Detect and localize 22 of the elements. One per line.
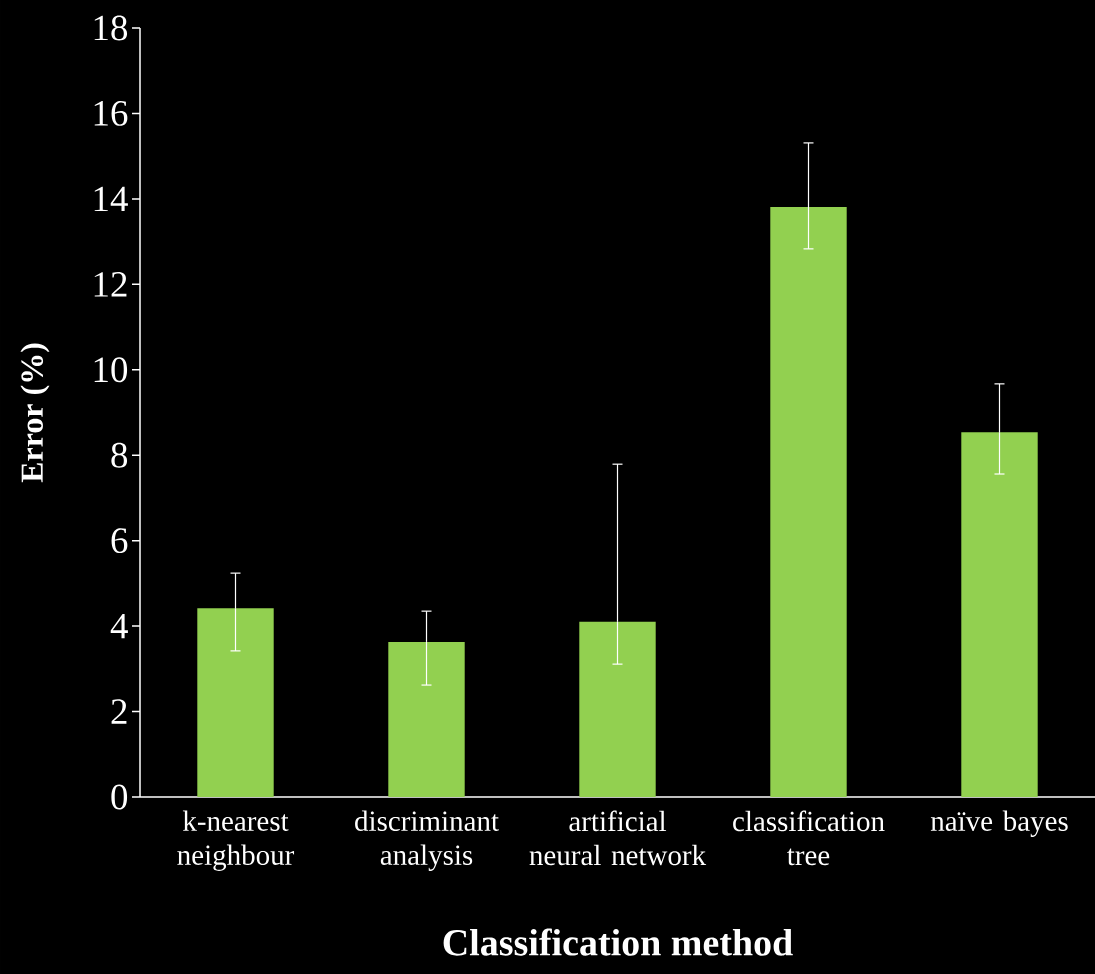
bar	[961, 432, 1038, 797]
y-tick-label: 6	[111, 528, 128, 554]
x-axis-title: Classification method	[443, 928, 793, 956]
y-tick-label: 18	[94, 15, 128, 41]
bar	[579, 621, 656, 797]
y-tick-label: 2	[111, 699, 127, 724]
y-tick-label: 8	[111, 442, 128, 468]
y-tick-label: 12	[94, 272, 127, 297]
y-tick-label: 16	[94, 101, 128, 126]
y-tick-label: 10	[94, 357, 128, 383]
bar	[197, 608, 274, 797]
x-tick-label: k-nearest neighbour	[177, 810, 295, 871]
x-tick-label: naïve bayes	[930, 810, 1068, 837]
y-tick-label: 14	[94, 186, 128, 212]
x-tick-label: discriminant analysis	[355, 810, 499, 871]
y-tick-label: 0	[111, 784, 128, 810]
x-tick-label: classification tree	[733, 810, 885, 866]
bar	[388, 641, 465, 797]
y-axis-title: Error (%)	[20, 343, 50, 483]
bar	[770, 206, 847, 797]
x-tick-label: artificial neural network	[529, 810, 707, 866]
y-tick-label: 4	[110, 613, 128, 639]
